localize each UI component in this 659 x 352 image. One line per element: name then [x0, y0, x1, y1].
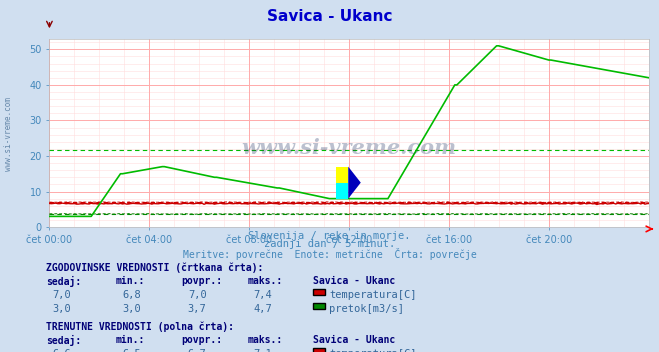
Text: Savica - Ukanc: Savica - Ukanc — [267, 9, 392, 24]
Text: 7,0: 7,0 — [53, 290, 71, 300]
Text: 7,4: 7,4 — [254, 290, 272, 300]
Text: 3,7: 3,7 — [188, 304, 206, 314]
Text: temperatura[C]: temperatura[C] — [330, 349, 417, 352]
Text: 6,7: 6,7 — [188, 349, 206, 352]
Text: 6,6: 6,6 — [53, 349, 71, 352]
Polygon shape — [348, 166, 360, 199]
Text: pretok[m3/s]: pretok[m3/s] — [330, 304, 405, 314]
Text: 4,7: 4,7 — [254, 304, 272, 314]
Text: TRENUTNE VREDNOSTI (polna črta):: TRENUTNE VREDNOSTI (polna črta): — [46, 321, 234, 332]
Text: 7,0: 7,0 — [188, 290, 206, 300]
Text: Meritve: povrečne  Enote: metrične  Črta: povrečje: Meritve: povrečne Enote: metrične Črta: … — [183, 248, 476, 260]
Text: 6,5: 6,5 — [122, 349, 140, 352]
Text: temperatura[C]: temperatura[C] — [330, 290, 417, 300]
Text: www.si-vreme.com: www.si-vreme.com — [242, 138, 457, 158]
Text: 3,0: 3,0 — [53, 304, 71, 314]
Text: 6,8: 6,8 — [122, 290, 140, 300]
Text: ZGODOVINSKE VREDNOSTI (črtkana črta):: ZGODOVINSKE VREDNOSTI (črtkana črta): — [46, 262, 264, 273]
Text: sedaj:: sedaj: — [46, 276, 81, 287]
Text: www.si-vreme.com: www.si-vreme.com — [4, 97, 13, 171]
Text: sedaj:: sedaj: — [46, 335, 81, 346]
Text: min.:: min.: — [115, 276, 145, 285]
Text: zadnji dan / 5 minut.: zadnji dan / 5 minut. — [264, 239, 395, 249]
Polygon shape — [335, 183, 348, 199]
Text: maks.:: maks.: — [247, 335, 282, 345]
Text: min.:: min.: — [115, 335, 145, 345]
Polygon shape — [335, 166, 348, 183]
Text: Savica - Ukanc: Savica - Ukanc — [313, 276, 395, 285]
Text: 7,1: 7,1 — [254, 349, 272, 352]
Text: 3,0: 3,0 — [122, 304, 140, 314]
Text: povpr.:: povpr.: — [181, 276, 222, 285]
Text: Slovenija / reke in morje.: Slovenija / reke in morje. — [248, 231, 411, 240]
Text: povpr.:: povpr.: — [181, 335, 222, 345]
Text: Savica - Ukanc: Savica - Ukanc — [313, 335, 395, 345]
Text: maks.:: maks.: — [247, 276, 282, 285]
